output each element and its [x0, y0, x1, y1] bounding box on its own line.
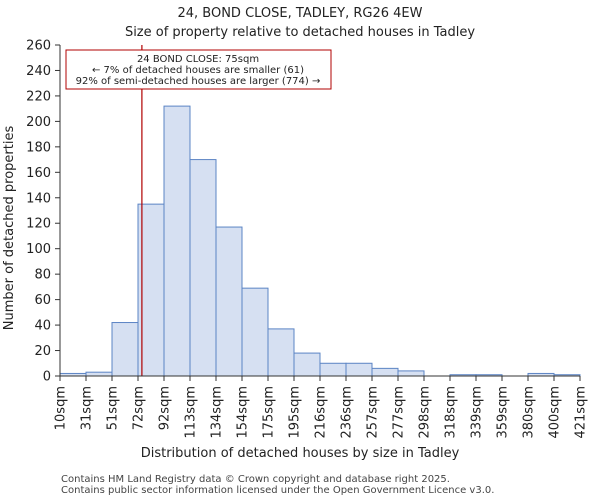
bar-31sqm [85, 371, 113, 377]
x-tick-label: 154sqm [236, 386, 251, 439]
bar-51sqm [111, 322, 139, 377]
x-tick-label: 51sqm [106, 386, 121, 430]
x-tick-label: 134sqm [210, 386, 225, 439]
bar-92sqm [163, 105, 191, 377]
x-tick-label: 359sqm [496, 386, 511, 439]
bar-195sqm [293, 352, 321, 377]
bar-216sqm [319, 362, 347, 377]
x-tick-label: 277sqm [392, 386, 407, 439]
x-tick-label: 236sqm [340, 386, 355, 439]
annotation-box: 24 BOND CLOSE: 75sqm ← 7% of detached ho… [65, 49, 332, 90]
x-tick-label: 113sqm [184, 386, 199, 439]
y-axis-label: Number of detached properties [2, 126, 17, 331]
x-ticks-group: 10sqm 31sqm 51sqm 72sqm 92sqm 113sqm 134sqm 154… [54, 376, 589, 439]
y-tick-label: 220 [26, 89, 51, 104]
bars-group [59, 105, 581, 377]
y-tick-label: 180 [26, 140, 51, 155]
y-tick-label: 0 [43, 370, 51, 385]
x-tick-label: 31sqm [80, 386, 95, 430]
x-tick-label: 380sqm [522, 386, 537, 439]
y-tick-label: 120 [26, 217, 51, 232]
x-tick-label: 92sqm [158, 386, 173, 430]
annotation-line-2: ← 7% of detached houses are smaller (61) [92, 65, 304, 76]
y-tick-label: 80 [34, 268, 51, 283]
y-tick-label: 140 [26, 191, 51, 206]
bar-236sqm [345, 362, 373, 377]
x-tick-label: 72sqm [132, 386, 147, 430]
x-tick-label: 10sqm [54, 386, 69, 430]
x-tick-label: 257sqm [366, 386, 381, 439]
x-axis-label: Distribution of detached houses by size … [141, 446, 460, 461]
bar-134sqm [215, 226, 243, 377]
y-tick-label: 200 [26, 115, 51, 130]
x-tick-label: 400sqm [548, 386, 563, 439]
x-tick-label: 195sqm [288, 386, 303, 439]
bar-277sqm [397, 370, 425, 377]
annotation-line-3: 92% of semi-detached houses are larger (… [76, 76, 321, 87]
y-tick-label: 240 [26, 64, 51, 79]
chart-title: 24, BOND CLOSE, TADLEY, RG26 4EW [177, 6, 422, 21]
annotation-frame [65, 49, 332, 90]
annotation-line-1: 24 BOND CLOSE: 75sqm [137, 54, 259, 65]
x-tick-label: 421sqm [574, 386, 589, 439]
x-tick-label: 298sqm [418, 386, 433, 439]
y-tick-label: 260 [26, 39, 51, 54]
chart-subtitle: Size of property relative to detached ho… [125, 25, 475, 40]
y-tick-label: 20 [34, 344, 51, 359]
x-tick-label: 339sqm [470, 386, 485, 439]
y-tick-label: 40 [34, 319, 51, 334]
x-tick-label: 175sqm [262, 386, 277, 439]
y-tick-label: 60 [34, 293, 51, 308]
bar-113sqm [189, 159, 217, 377]
y-tick-label: 160 [26, 166, 51, 181]
y-ticks-group: 0 20 40 60 80 100 120 140 160 180 200 220 240 260 [26, 39, 60, 385]
footer-line-2: Contains public sector information licen… [61, 485, 495, 496]
x-tick-label: 318sqm [444, 386, 459, 439]
bar-154sqm [241, 287, 269, 377]
x-tick-label: 216sqm [314, 386, 329, 439]
bar-175sqm [267, 328, 295, 377]
bar-257sqm [371, 367, 399, 377]
y-tick-label: 100 [26, 242, 51, 257]
footer-line-1: Contains HM Land Registry data © Crown c… [61, 474, 450, 485]
